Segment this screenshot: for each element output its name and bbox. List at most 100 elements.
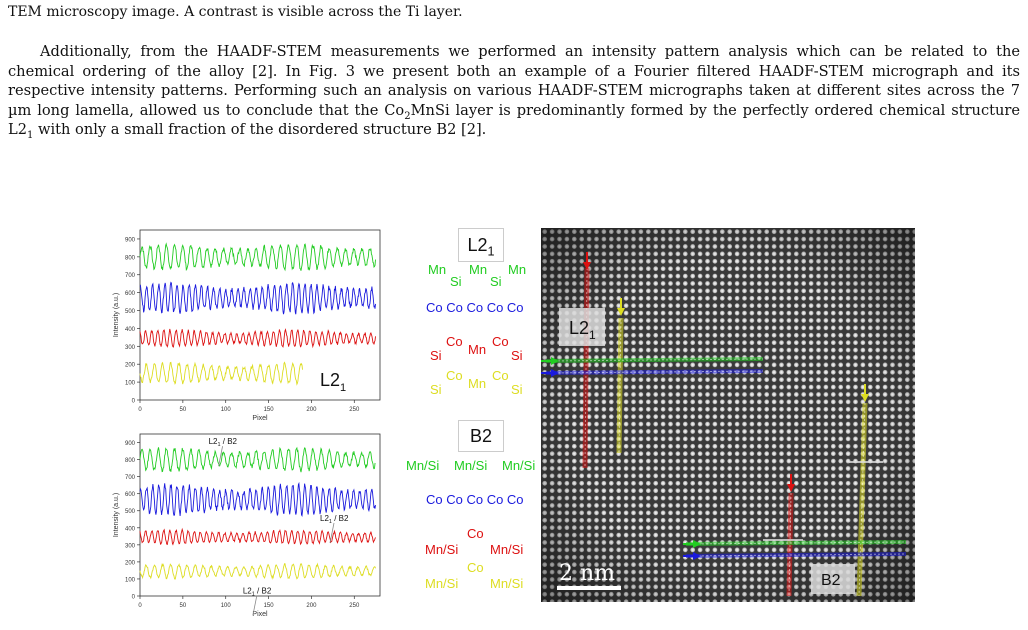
l21-red-si-2: Si	[511, 348, 523, 363]
yellow-band-1-core	[618, 317, 622, 454]
series-line-green	[139, 242, 376, 272]
chart-annotation-1: L21 / B2	[209, 437, 238, 448]
x-tick-label: 50	[180, 407, 187, 413]
l21-yellow-co-1: Co	[446, 368, 463, 383]
plot-frame	[139, 229, 381, 401]
y-tick-label: 400	[125, 526, 136, 532]
blue-arrow-2-head	[693, 552, 701, 560]
series-line-yellow	[139, 361, 303, 386]
y-axis-label: Intensity (a.u.)	[113, 293, 120, 337]
green-band-1-core	[545, 358, 764, 362]
green-arrow-2-head	[693, 540, 701, 548]
b2-co-row: Co Co Co Co Co	[426, 492, 524, 507]
chart-panel-2: 0 100 200 300 400 500 600 700 800 900 0 50 100 150 200…	[113, 433, 381, 618]
l21-red-co-2: Co	[492, 334, 509, 349]
x-tick-label: 0	[138, 603, 142, 609]
paragraph-text-3: with only a small fraction of the disord…	[33, 121, 487, 139]
y-tick-label: 0	[132, 399, 136, 405]
l21-red-co-1: Co	[446, 334, 463, 349]
y-tick-label: 200	[125, 363, 136, 369]
diagram-l21-title: L21	[458, 228, 504, 262]
scale-bar-label: 2 nm	[559, 561, 615, 586]
y-tick-label: 600	[125, 492, 136, 498]
y-tick-label: 0	[132, 595, 136, 601]
red-band-2-core	[788, 492, 792, 597]
micrograph-label-b2: B2	[821, 572, 841, 589]
x-tick-label: 100	[221, 603, 232, 609]
paragraph-sub-2: 1	[26, 130, 34, 142]
red-arrow-1-head	[583, 262, 591, 270]
x-tick-label: 0	[138, 407, 142, 413]
chart-annotation: L21	[320, 370, 346, 394]
red-arrow-2-head	[787, 484, 795, 492]
body-paragraph: Additionally, from the HAADF-STEM measur…	[8, 42, 1020, 142]
y-tick-label: 300	[125, 543, 136, 549]
x-tick-label: 150	[264, 407, 275, 413]
l21-mn-1: Mn	[428, 262, 447, 277]
b2-yellow-mnsi-2: Mn/Si	[490, 576, 524, 591]
paragraph-text-1: Additionally, from the HAADF-STEM measur…	[8, 43, 1020, 119]
paragraph-text-2: MnSi layer is predominantly formed by th…	[8, 101, 1020, 139]
x-axis-label: Pixel	[252, 611, 268, 618]
b2-red-co: Co	[467, 526, 484, 541]
y-tick-label: 900	[125, 237, 136, 243]
b2-yellow-co: Co	[467, 560, 484, 575]
series-line-red	[139, 328, 376, 349]
y-tick-label: 700	[125, 273, 136, 279]
b2-red-mnsi-1: Mn/Si	[425, 542, 459, 557]
l21-si-2: Si	[490, 274, 502, 289]
y-tick-label: 200	[125, 560, 136, 566]
l21-si-1: Si	[450, 274, 462, 289]
b2-mnsi-1: Mn/Si	[406, 458, 440, 473]
x-tick-label: 200	[306, 603, 317, 609]
series-line-blue	[139, 281, 376, 315]
scale-bar	[557, 586, 621, 590]
b2-yellow-mnsi-1: Mn/Si	[425, 576, 459, 591]
y-tick-label: 900	[125, 441, 136, 447]
l21-red-si-1: Si	[430, 348, 442, 363]
b2-mnsi-3: Mn/Si	[502, 458, 536, 473]
chart-annotation-2: L21 / B2	[320, 514, 349, 525]
yellow-band-2-core	[858, 402, 866, 597]
x-tick-label: 100	[221, 407, 232, 413]
x-tick-label: 250	[349, 603, 360, 609]
series-line-red	[139, 527, 376, 546]
x-tick-label: 50	[180, 603, 187, 609]
l21-mn-2: Mn	[469, 262, 488, 277]
series-line-yellow	[139, 562, 376, 581]
y-tick-label: 500	[125, 309, 136, 315]
l21-co-row: Co Co Co Co Co	[426, 300, 524, 315]
series-line-green	[139, 446, 376, 473]
y-tick-label: 700	[125, 475, 136, 481]
l21-region-box	[559, 308, 605, 346]
green-band-2-core	[685, 541, 907, 545]
y-tick-label: 800	[125, 255, 136, 261]
y-tick-label: 400	[125, 327, 136, 333]
green-arrow-1-head	[551, 357, 559, 365]
annotation-pointer	[329, 522, 335, 544]
figure-caption-tail: TEM microscopy image. A contrast is visi…	[8, 4, 463, 20]
diagram-b2-title: B2	[458, 420, 504, 452]
y-axis-label: Intensity (a.u.)	[113, 493, 120, 537]
x-axis-label: Pixel	[252, 415, 268, 422]
blue-arrow-1-head	[551, 369, 559, 377]
y-tick-label: 500	[125, 509, 136, 515]
annotation-pointer	[218, 446, 223, 467]
annotation-pointer	[252, 595, 258, 616]
x-tick-label: 150	[264, 603, 275, 609]
b2-red-mnsi-2: Mn/Si	[490, 542, 524, 557]
blue-band-2-core	[685, 553, 907, 557]
y-tick-label: 300	[125, 345, 136, 351]
series-line-blue	[139, 481, 376, 518]
paragraph-sub-1: 2	[404, 110, 411, 122]
chart-annotation-3: L21 / B2	[243, 586, 272, 597]
y-tick-label: 600	[125, 291, 136, 297]
micrograph-label-l21: L21	[569, 318, 596, 342]
plot-frame	[139, 433, 381, 597]
y-tick-label: 800	[125, 458, 136, 464]
l21-yellow-si-2: Si	[511, 382, 523, 397]
haadf-stem-micrograph: L21 B2 2 nm	[541, 228, 915, 602]
red-band-1-core	[584, 267, 588, 469]
l21-red-mn: Mn	[468, 342, 487, 357]
